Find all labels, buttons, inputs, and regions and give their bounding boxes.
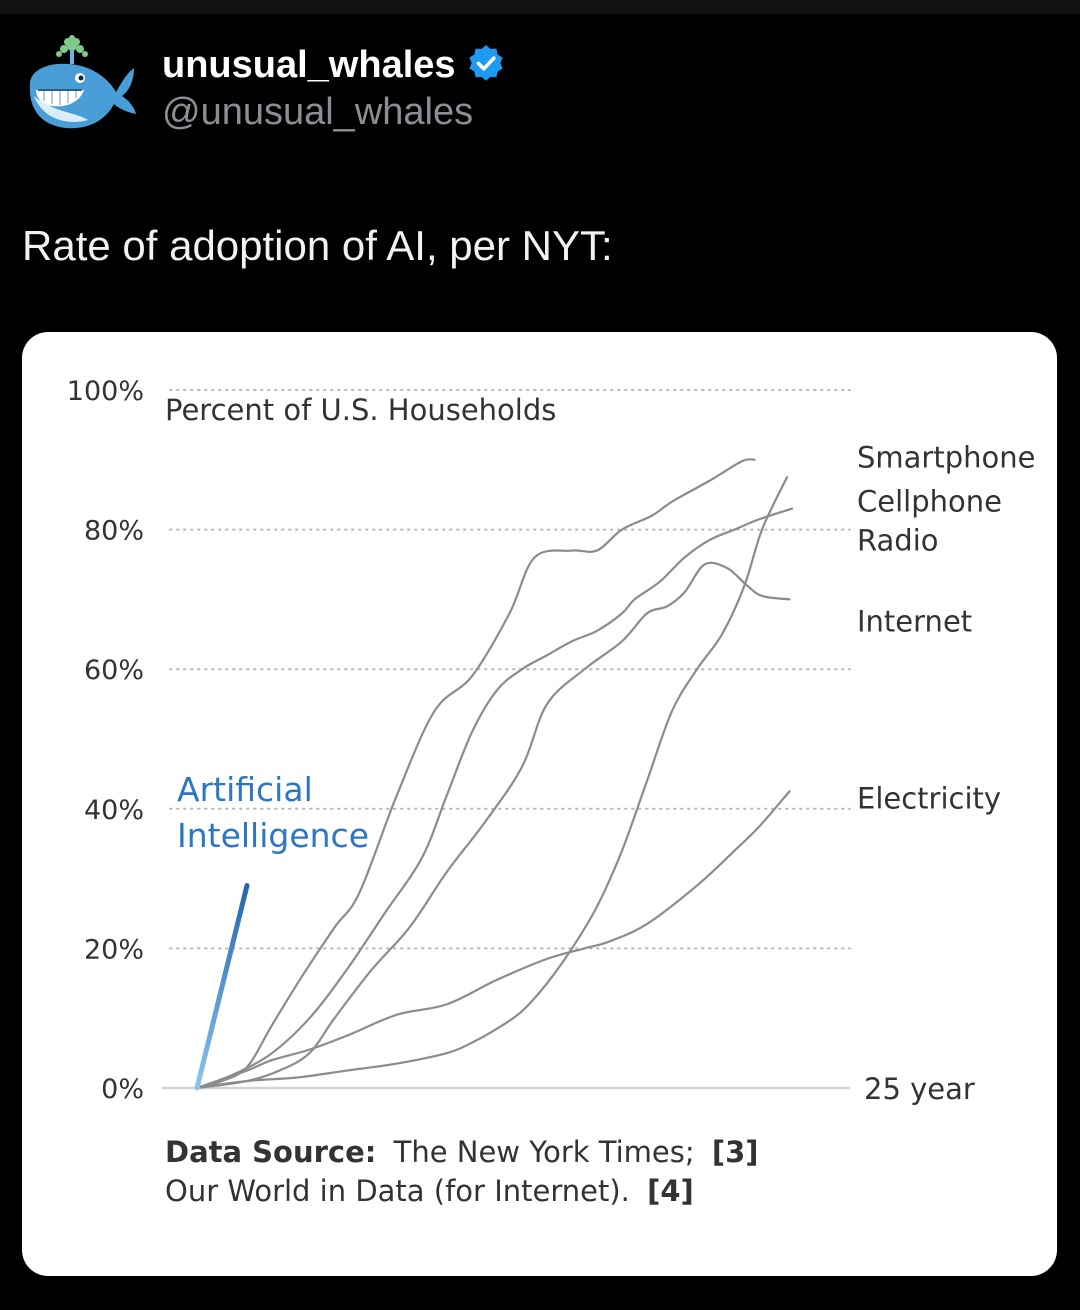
data-source-label: Data Source: [165, 1135, 376, 1169]
y-tick-label-0: 0% [101, 1074, 144, 1105]
tweet-text: Rate of adoption of AI, per NYT: [22, 222, 613, 269]
series-line-electricity [195, 790, 791, 1090]
series-line-internet [195, 561, 791, 1090]
x-axis-end-label: 25 year [864, 1072, 975, 1106]
handle[interactable]: @unusual_whales [162, 91, 474, 133]
adoption-line-chart: 0% 20% 40% 60% 80% 100% Percent of U.S. House… [67, 376, 1036, 1208]
series-lines [194, 458, 794, 1091]
verified-badge-icon [469, 45, 503, 81]
data-source-line2: Our World in Data (for Internet). [4] [165, 1174, 694, 1208]
y-tick-label-100: 100% [67, 376, 144, 407]
data-source-nyt: The New York Times; [393, 1135, 695, 1169]
data-source-ref-3: [3] [712, 1135, 759, 1169]
series-line-cellphone [195, 476, 789, 1090]
top-status-strip [0, 0, 1080, 14]
ai-label-line2: Intelligence [177, 816, 369, 855]
y-tick-label-40: 40% [84, 795, 144, 826]
data-source-ref-4: [4] [647, 1174, 694, 1208]
series-line-radio [195, 507, 794, 1090]
y-axis-ticks: 0% 20% 40% 60% 80% 100% [67, 376, 144, 1105]
end-label-electricity: Electricity [857, 782, 1001, 816]
media-card[interactable]: 0% 20% 40% 60% 80% 100% Percent of U.S. House… [22, 332, 1057, 1276]
series-end-labels: Smartphone Cellphone Radio Internet Electric… [857, 440, 1035, 815]
data-source-line1: Data Source: The New York Times; [3] [165, 1135, 759, 1169]
author-block: unusual_whales @unusual_whales [162, 42, 504, 136]
y-tick-label-60: 60% [84, 655, 144, 686]
whale-avatar-icon [29, 35, 136, 129]
chart-title: Percent of U.S. Households [165, 393, 556, 427]
gridlines [169, 389, 851, 950]
display-name[interactable]: unusual_whales [162, 44, 456, 86]
series-line-artificial-intelligence [194, 883, 250, 1091]
avatar[interactable] [22, 34, 140, 138]
ai-label-line1: Artificial [177, 770, 313, 809]
data-source-owid: Our World in Data (for Internet). [165, 1174, 630, 1208]
end-label-cellphone: Cellphone [857, 484, 1002, 518]
y-tick-label-80: 80% [84, 516, 144, 547]
series-line-smartphone [195, 458, 756, 1090]
end-label-smartphone: Smartphone [857, 440, 1035, 474]
end-label-internet: Internet [857, 604, 972, 638]
y-tick-label-20: 20% [84, 934, 144, 965]
end-label-radio: Radio [857, 523, 939, 557]
